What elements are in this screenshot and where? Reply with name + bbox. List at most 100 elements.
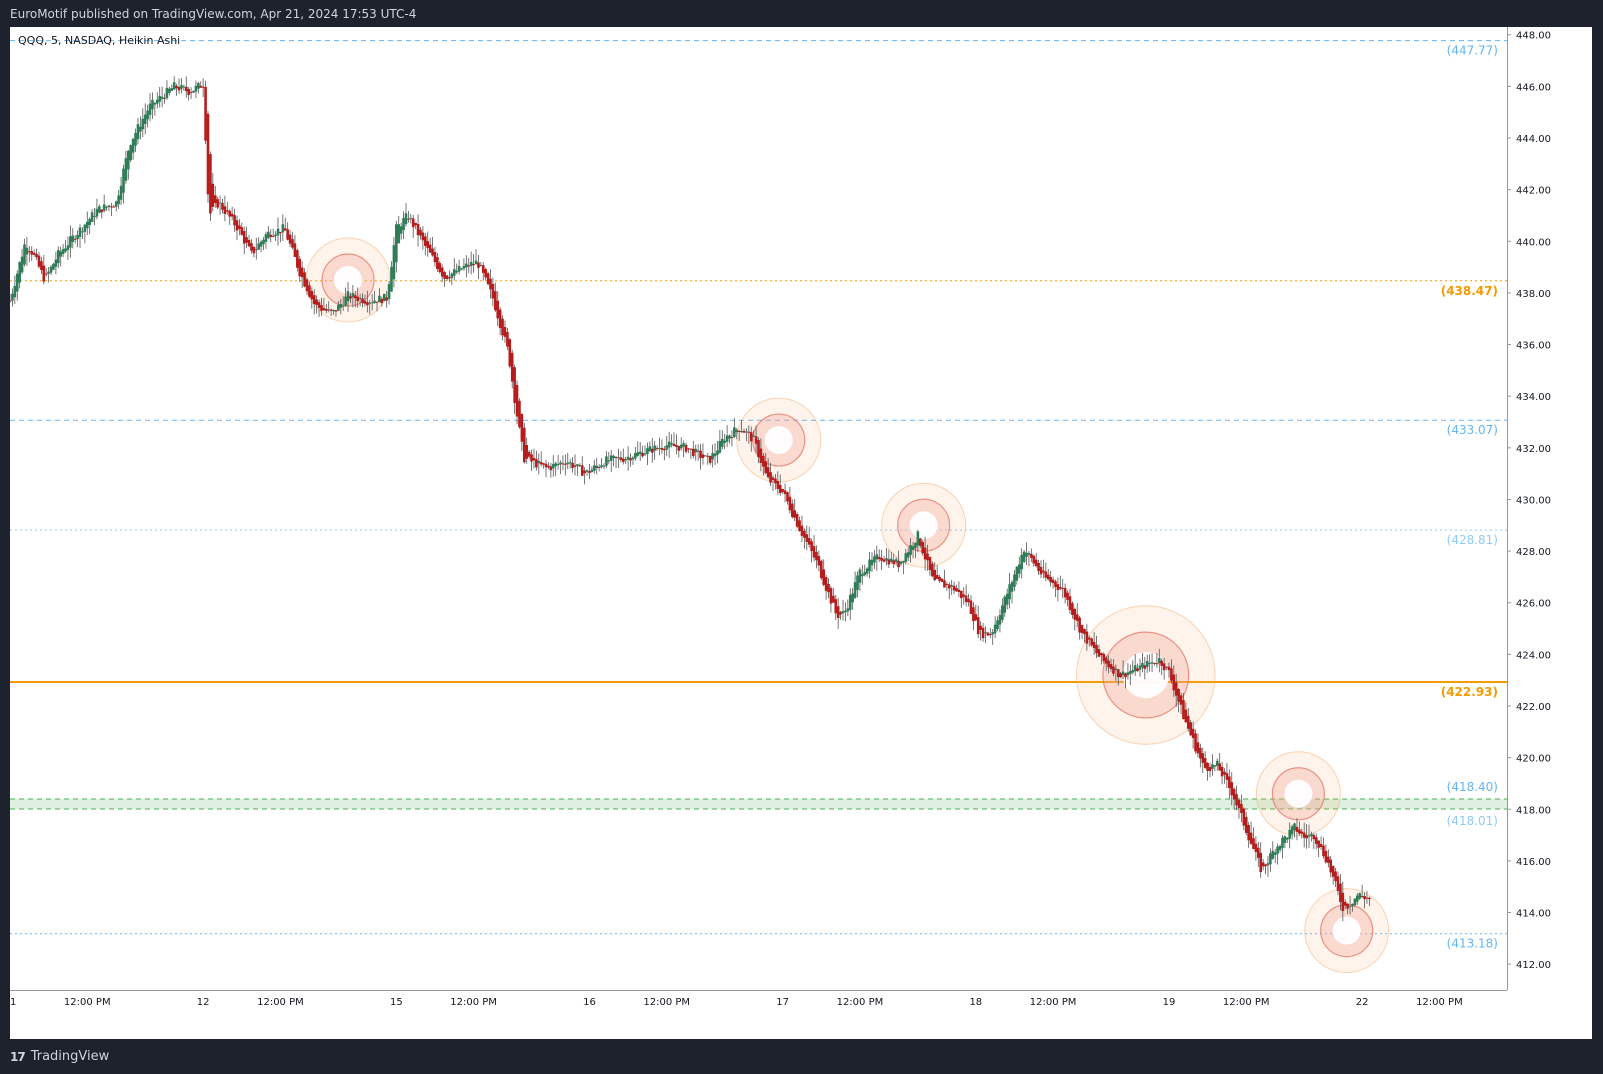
candlestick: [776, 471, 780, 495]
candlestick: [1252, 827, 1255, 850]
candlestick: [774, 474, 777, 490]
candlestick: [1107, 655, 1110, 674]
candle-body: [771, 477, 775, 480]
candle-body: [93, 216, 96, 218]
candle-body: [494, 291, 497, 311]
price-axis-tick-label: 434.00: [1516, 392, 1551, 403]
candlestick: [491, 277, 495, 307]
candle-body: [501, 318, 504, 336]
candle-body: [1208, 766, 1212, 772]
candlestick: [1360, 884, 1364, 898]
candle-body: [1056, 584, 1060, 591]
candle-body: [1061, 587, 1065, 589]
candlestick: [54, 251, 58, 275]
candlestick: [759, 438, 763, 472]
candle-body: [877, 556, 881, 560]
candle-body: [281, 224, 285, 233]
time-axis-tick-label: 17: [776, 997, 789, 1008]
candle-body: [240, 227, 244, 235]
candle-body: [423, 236, 427, 246]
candle-body: [518, 400, 521, 428]
candlestick: [771, 475, 775, 491]
candlestick: [358, 293, 362, 307]
candle-body: [59, 251, 63, 257]
candle-body: [30, 251, 34, 255]
candle-body: [242, 230, 246, 244]
candlestick: [880, 549, 883, 571]
candlestick: [88, 217, 91, 235]
candlestick: [419, 227, 422, 240]
candle-body: [293, 243, 297, 257]
candlestick: [1017, 556, 1021, 578]
candlestick: [515, 380, 519, 425]
candlestick: [976, 605, 980, 639]
candlestick: [600, 457, 603, 469]
candle-body: [684, 444, 688, 452]
candle-body: [1032, 555, 1036, 564]
candle-body: [1112, 666, 1115, 674]
candle-body: [395, 224, 398, 263]
candle-body: [981, 627, 985, 639]
candlestick: [1061, 578, 1065, 599]
candlestick: [822, 559, 825, 587]
candlestick: [590, 466, 594, 473]
candlestick: [1196, 733, 1200, 758]
candle-body: [474, 260, 478, 265]
candle-body: [1090, 638, 1094, 646]
candlestick: [1302, 822, 1306, 848]
candlestick: [438, 261, 442, 274]
candlestick: [1097, 644, 1101, 657]
tradingview-logo[interactable]: 17 TradingView: [10, 1049, 109, 1064]
candlestick: [766, 458, 770, 479]
candlestick: [450, 272, 454, 285]
symbol-legend[interactable]: QQQ, 5, NASDAQ, Heikin Ashi: [18, 34, 180, 47]
candlestick: [660, 439, 664, 454]
candlestick: [59, 246, 63, 267]
candlestick: [595, 457, 599, 475]
candlestick: [194, 80, 198, 99]
candle-body: [704, 455, 707, 457]
candlestick: [344, 287, 347, 307]
candle-body: [136, 124, 140, 140]
candlestick: [788, 487, 792, 514]
candlestick: [356, 287, 359, 308]
chart-frame[interactable]: 448.00 446.00 444.00 442.00 440.00 438.00 436.…: [10, 27, 1592, 1039]
candle-body: [361, 298, 364, 304]
candlestick: [247, 234, 251, 248]
candlestick: [513, 364, 516, 414]
candle-body: [1220, 766, 1224, 777]
candlestick: [672, 432, 676, 447]
candle-body: [1017, 564, 1021, 574]
candlestick: [960, 590, 963, 608]
candle-body: [580, 465, 584, 476]
candle-body: [609, 455, 613, 461]
candle-body: [182, 86, 186, 88]
candle-body: [532, 457, 536, 461]
price-chart[interactable]: 448.00 446.00 444.00 442.00 440.00 438.00 436.…: [10, 27, 1592, 1039]
candlestick: [1244, 812, 1248, 836]
candlestick: [1143, 656, 1147, 680]
candle-body: [223, 206, 227, 215]
candle-body: [76, 234, 79, 240]
price-axis-tick-label: 426.00: [1516, 599, 1551, 610]
candlestick: [626, 446, 630, 471]
candlestick: [1090, 637, 1094, 647]
candlestick: [964, 584, 968, 607]
time-axis[interactable]: 11 12:00 PM 12 12:00 PM 15 12:00 PM 16 12:00 PM…: [10, 997, 1463, 1008]
candle-body: [1102, 653, 1106, 662]
candle-body: [1348, 906, 1352, 908]
candlestick: [436, 252, 439, 272]
candle-body: [510, 352, 514, 382]
candle-body: [889, 558, 893, 562]
candle-body: [112, 206, 116, 208]
price-axis[interactable]: 448.00 446.00 444.00 442.00 440.00 438.00 436.…: [1507, 31, 1551, 971]
candlestick: [745, 428, 748, 442]
candlestick: [1133, 654, 1137, 676]
candlestick: [457, 259, 461, 275]
candle-body: [728, 435, 731, 439]
candlestick: [542, 462, 545, 469]
time-axis-tick-label: 12:00 PM: [643, 997, 690, 1008]
candle-body: [670, 443, 673, 445]
candlestick: [238, 219, 241, 236]
candle-body: [346, 291, 350, 302]
